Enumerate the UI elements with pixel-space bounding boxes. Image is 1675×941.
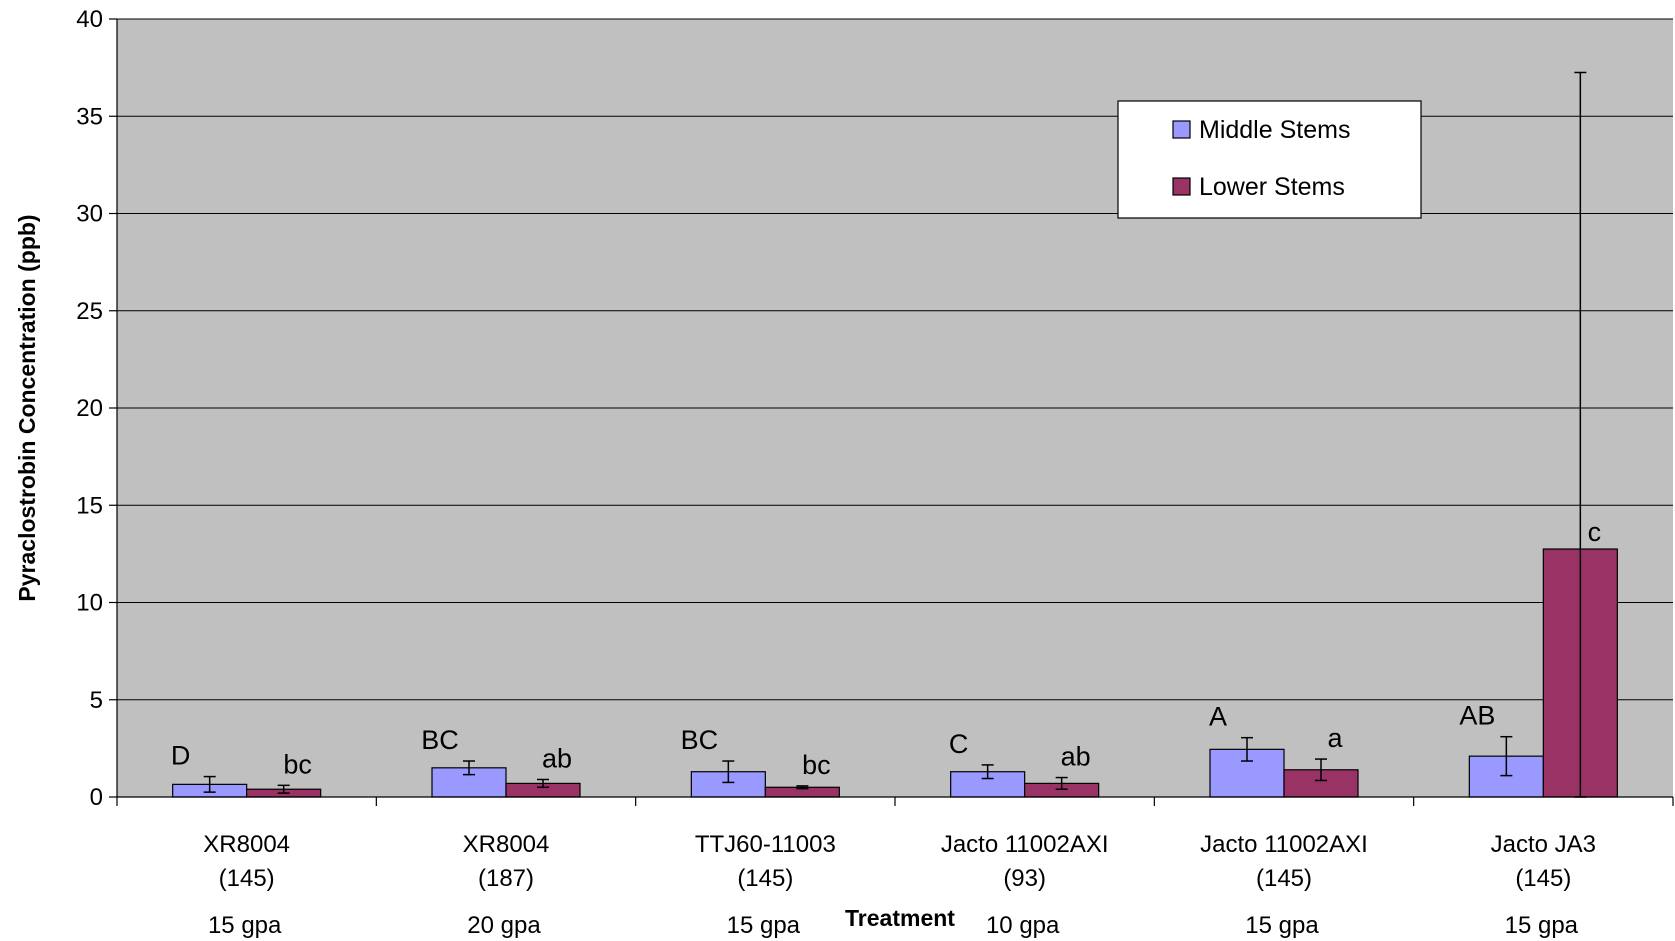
significance-label: C [949,729,969,759]
y-tick-label: 5 [90,687,103,714]
legend-swatch-middle-stems [1172,120,1191,139]
category-name: Jacto JA3 [1491,831,1596,858]
legend-swatch-lower-stems [1172,177,1191,196]
category-rate: 15 gpa [208,912,282,939]
category-pressure: (145) [219,865,275,892]
category-name: XR8004 [463,831,550,858]
legend-label-middle-stems: Middle Stems [1199,116,1350,144]
category-pressure: (145) [737,865,793,892]
category-name: XR8004 [203,831,290,858]
category-name: Jacto 11002AXI [941,831,1109,858]
category-pressure: (145) [1515,865,1571,892]
y-tick-label: 20 [76,395,103,422]
y-tick-label: 30 [76,201,103,228]
category-rate: 10 gpa [986,912,1060,939]
y-tick-label: 35 [76,103,103,130]
category-name: TTJ60-11003 [695,831,836,858]
category-pressure: (93) [1003,865,1046,892]
error-bars [203,71,1587,798]
significance-label: c [1588,517,1602,547]
category-rate: 15 gpa [1245,912,1319,939]
category-rate: 15 gpa [1505,912,1579,939]
legend-label-lower-stems: Lower Stems [1199,173,1345,201]
y-tick-label: 0 [90,784,103,811]
x-axis-title: Treatment [845,905,955,931]
significance-label: bc [283,749,312,779]
category-pressure: (145) [1256,865,1312,892]
category-pressure: (187) [478,865,534,892]
y-tick-label: 10 [76,590,103,617]
category-rate: 15 gpa [727,912,801,939]
significance-label: a [1327,723,1343,753]
axes [109,18,1674,806]
category-name: Jacto 11002AXI [1200,831,1368,858]
significance-label: AB [1459,701,1495,731]
significance-label: BC [681,725,719,755]
legend: Middle Stems Lower Stems [1117,100,1422,219]
y-tick-label: 40 [76,6,103,33]
significance-label: A [1209,702,1227,732]
y-tick-labels: 0 5 10 15 20 25 30 35 40 [76,6,103,811]
x-category-labels: XR8004 (145) 15 gpa XR8004 (187) 20 gpa TTJ60-… [203,831,1596,939]
significance-label: D [171,741,191,771]
significance-label: ab [1061,742,1091,772]
legend-box [1117,100,1422,219]
y-axis-title: Pyraclostrobin Concentration (ppb) [14,214,40,601]
category-rate: 20 gpa [467,912,541,939]
significance-label: ab [542,743,572,773]
y-tick-label: 25 [76,298,103,325]
significance-label: BC [421,725,459,755]
significance-label: bc [802,750,831,780]
y-tick-label: 15 [76,492,103,519]
